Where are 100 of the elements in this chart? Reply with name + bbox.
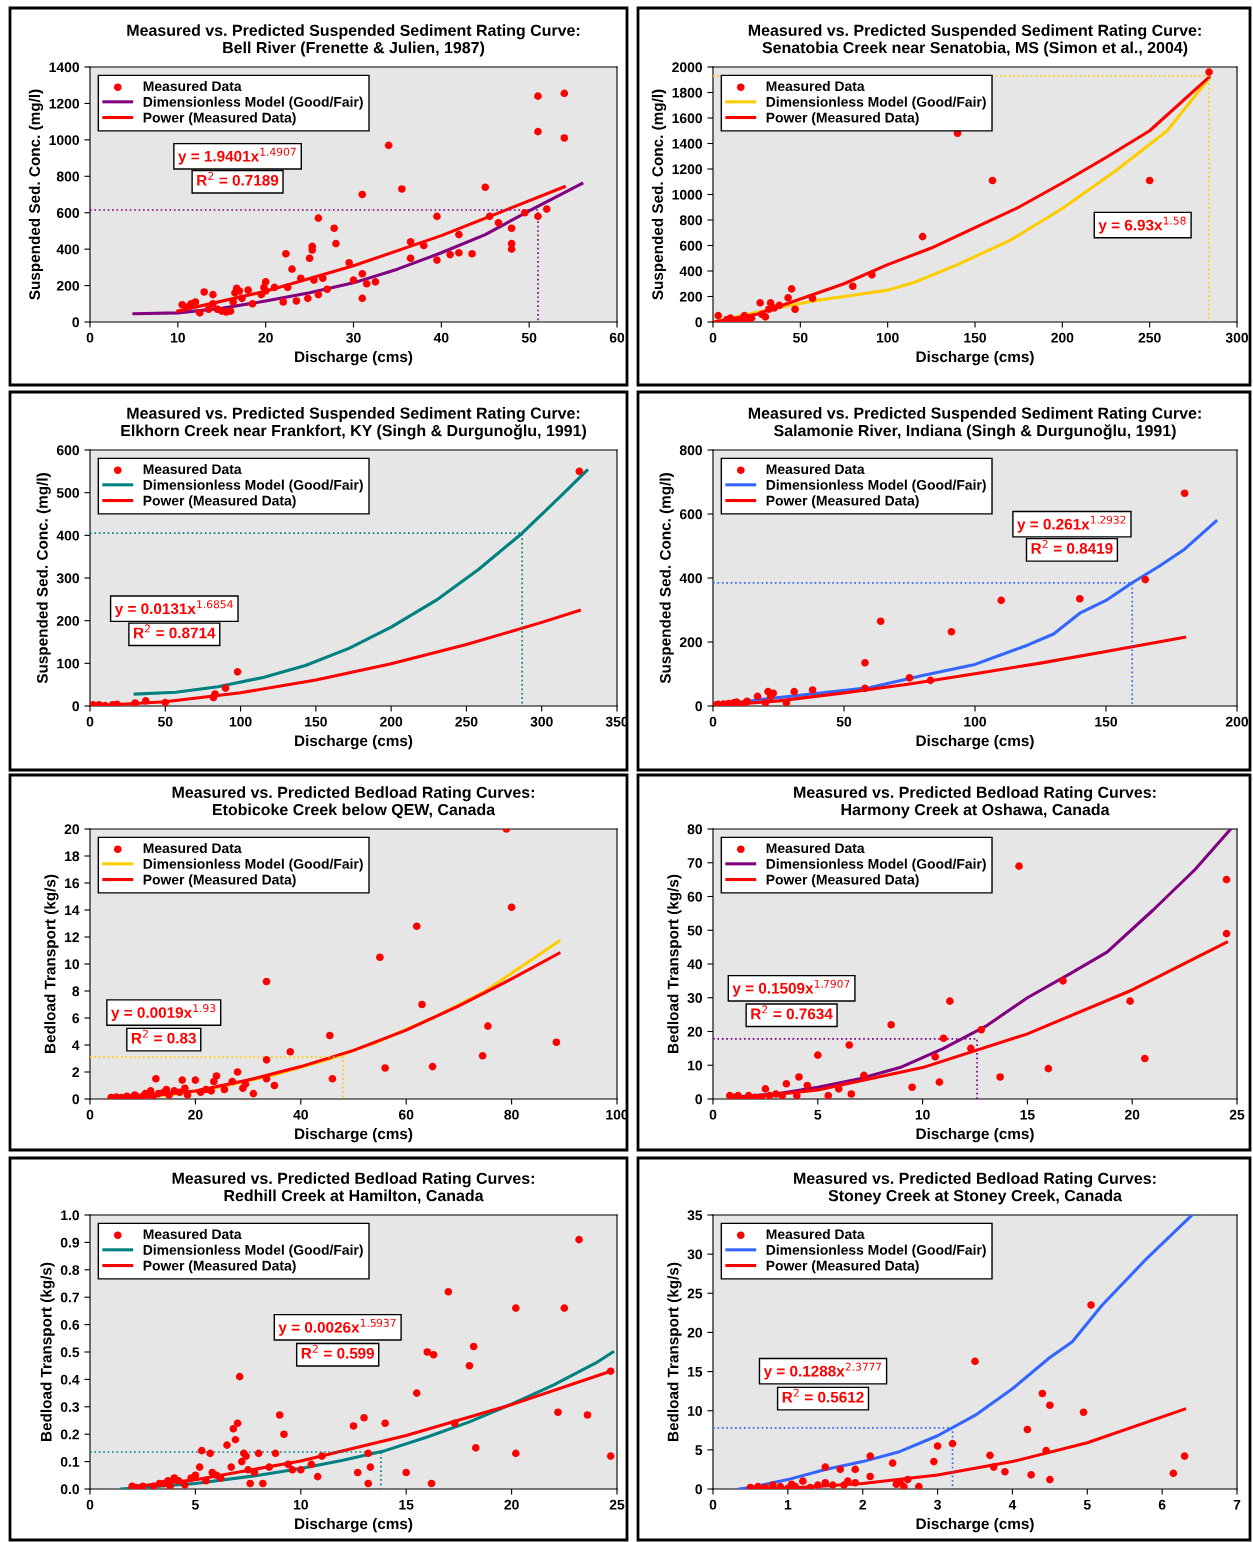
- y-tick-label: 600: [56, 208, 80, 218]
- legend-label: Measured Data: [766, 463, 865, 475]
- point: [803, 1081, 812, 1090]
- annotation: R$^{2}$ = 0.7189: [197, 171, 279, 186]
- point: [905, 674, 914, 682]
- x-tick-label: 50: [157, 716, 173, 727]
- y-tick-label: 0.5: [60, 1347, 80, 1358]
- point: [888, 1459, 897, 1467]
- chart-title: Measured vs. Predicted Bedload Rating Curves: Etobicoke Creek below QEW, Canada: [172, 786, 534, 819]
- point: [778, 1091, 786, 1099]
- legend-label: Power (Measured Data): [143, 112, 296, 126]
- point: [552, 1038, 561, 1047]
- x-axis-title: Discharge (cms): [916, 1127, 1034, 1143]
- y-tick-label: 600: [679, 509, 703, 520]
- y-tick-label: 50: [687, 925, 703, 936]
- y-tick-label: 1600: [672, 113, 703, 124]
- y-axis-title: Bedload Transport (kg/s): [667, 874, 682, 1053]
- legend-label: Dimensionless Model (Good/Fair): [143, 479, 363, 493]
- point: [1140, 1054, 1149, 1063]
- y-tick-label: 18: [65, 851, 80, 862]
- point: [775, 301, 784, 310]
- legend-label: Power (Measured Data): [766, 112, 919, 126]
- point: [756, 299, 764, 307]
- x-tick-label: 15: [1020, 1109, 1035, 1120]
- point: [887, 1020, 895, 1029]
- x-tick-label: 0: [86, 332, 94, 343]
- point: [851, 1465, 860, 1474]
- y-axis-title: Bedload Transport (kg/s): [40, 1262, 55, 1441]
- annotation: y = 0.1509x$^{1.7907}$: [732, 979, 850, 997]
- point: [228, 1077, 237, 1086]
- point: [947, 627, 956, 636]
- point: [997, 596, 1005, 605]
- legend-label: Dimensionless Model (Good/Fair): [143, 858, 363, 872]
- y-tick-label: 12: [65, 932, 80, 943]
- y-tick-label: 0.0: [60, 1484, 80, 1495]
- y-tick-label: 16: [65, 878, 80, 889]
- point: [848, 282, 857, 291]
- point: [799, 1477, 807, 1485]
- y-tick-label: 40: [687, 959, 703, 970]
- y-tick-label: 0.3: [60, 1402, 80, 1412]
- x-tick-label: 20: [188, 1109, 203, 1120]
- annotation: y = 0.261x$^{1.2932}$: [1017, 515, 1126, 533]
- point: [791, 305, 799, 314]
- y-tick-label: 0.8: [60, 1265, 80, 1275]
- y-tick-label: 0: [72, 701, 80, 712]
- x-tick-label: 0: [86, 716, 94, 727]
- point: [808, 686, 817, 694]
- point: [131, 699, 139, 706]
- x-tick-label: 5: [1083, 1499, 1091, 1510]
- x-tick-label: 25: [609, 1499, 625, 1510]
- point: [967, 1044, 975, 1053]
- y-axis-title: Suspended Sed. Conc. (mg/l): [28, 89, 44, 300]
- point: [996, 1073, 1004, 1081]
- point: [325, 1031, 334, 1040]
- point: [866, 1472, 874, 1481]
- point: [866, 1452, 874, 1460]
- x-axis-title: Discharge (cms): [295, 734, 413, 750]
- legend-label: Dimensionless Model (Good/Fair): [143, 1244, 363, 1258]
- legend-label: Power (Measured Data): [766, 874, 919, 888]
- point: [988, 176, 997, 185]
- point: [769, 1481, 777, 1489]
- legend-label: Measured Data: [143, 463, 242, 475]
- y-tick-label: 60: [687, 891, 703, 902]
- annotation: R$^{2}$ = 0.8419: [1031, 539, 1113, 554]
- point: [971, 1357, 979, 1366]
- point: [376, 953, 384, 962]
- point: [790, 687, 799, 696]
- x-tick-label: 80: [504, 1109, 519, 1120]
- point: [915, 1482, 923, 1489]
- y-axis-title: Suspended Sed. Conc. (mg/l): [659, 473, 674, 684]
- point: [233, 1068, 242, 1076]
- point: [1027, 1471, 1035, 1479]
- y-tick-label: 400: [56, 244, 80, 255]
- point: [1015, 862, 1023, 870]
- y-tick-label: 200: [679, 637, 703, 648]
- x-tick-label: 5: [814, 1109, 822, 1120]
- point: [1222, 929, 1231, 938]
- y-tick-label: 14: [65, 905, 80, 916]
- x-tick-label: 60: [609, 332, 625, 343]
- y-tick-label: 30: [687, 993, 703, 1003]
- x-axis-title: Discharge (cms): [295, 1517, 413, 1533]
- line-series: [176, 185, 566, 313]
- point: [860, 1071, 868, 1080]
- y-tick-label: 1800: [672, 87, 703, 98]
- point: [1044, 1064, 1053, 1073]
- chart-title: Measured vs. Predicted Suspended Sediment Rating Curve: Senatobia Creek near Senatobia, MS (Simon et al., 2004): [748, 24, 1201, 57]
- point: [918, 232, 927, 241]
- point: [714, 311, 723, 320]
- x-tick-label: 0: [86, 1499, 94, 1510]
- x-axis-title: Discharge (cms): [916, 1517, 1034, 1533]
- annotation: R$^{2}$ = 0.7634: [751, 1005, 833, 1020]
- y-tick-label: 4: [72, 1040, 80, 1051]
- point: [782, 1080, 791, 1088]
- x-tick-label: 2: [859, 1499, 867, 1510]
- legend-label: Measured Data: [143, 842, 242, 854]
- point: [165, 1091, 173, 1099]
- x-axis-title: Discharge (cms): [295, 1127, 413, 1143]
- point: [1001, 1467, 1009, 1476]
- legend-label: Measured Data: [143, 1228, 242, 1240]
- point: [900, 1482, 908, 1489]
